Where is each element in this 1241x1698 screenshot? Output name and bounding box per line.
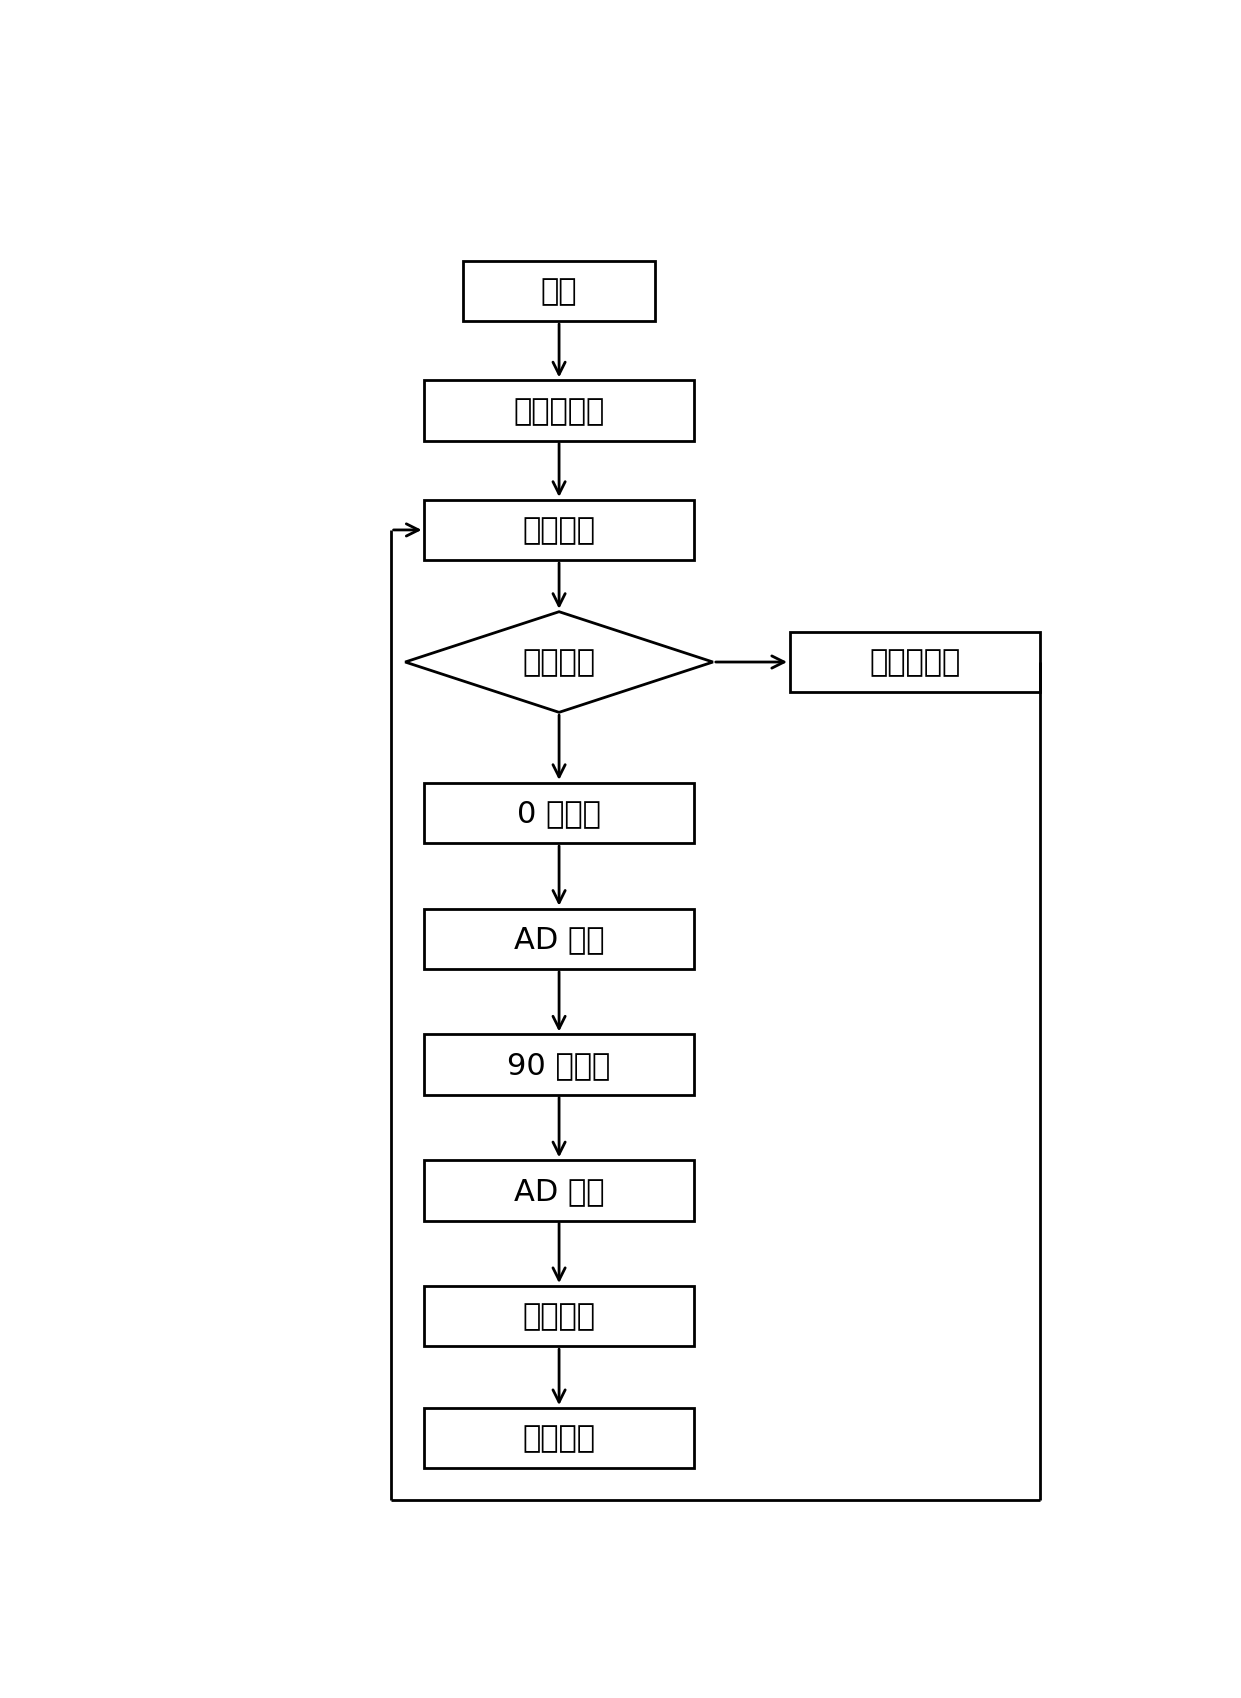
FancyBboxPatch shape — [424, 380, 694, 441]
FancyBboxPatch shape — [424, 1160, 694, 1221]
FancyBboxPatch shape — [424, 783, 694, 844]
FancyBboxPatch shape — [791, 632, 1040, 693]
Text: 测量开始: 测量开始 — [522, 516, 596, 545]
FancyBboxPatch shape — [463, 261, 655, 323]
Text: 检测到异常: 检测到异常 — [869, 649, 961, 678]
Text: AD 转换: AD 转换 — [514, 925, 604, 954]
Text: 0 度锁相: 0 度锁相 — [517, 800, 601, 829]
FancyBboxPatch shape — [424, 1408, 694, 1469]
Text: 开始: 开始 — [541, 277, 577, 306]
Text: 初始化外设: 初始化外设 — [514, 397, 604, 426]
FancyBboxPatch shape — [424, 1034, 694, 1095]
FancyBboxPatch shape — [424, 1285, 694, 1347]
Text: 结果显示: 结果显示 — [522, 1425, 596, 1453]
FancyBboxPatch shape — [424, 501, 694, 560]
Text: 90 度锁相: 90 度锁相 — [508, 1051, 611, 1080]
FancyBboxPatch shape — [424, 908, 694, 970]
Text: 异常检测: 异常检测 — [522, 649, 596, 678]
Text: 矢量运算: 矢量运算 — [522, 1302, 596, 1331]
Polygon shape — [405, 613, 712, 713]
Text: AD 转换: AD 转换 — [514, 1177, 604, 1206]
